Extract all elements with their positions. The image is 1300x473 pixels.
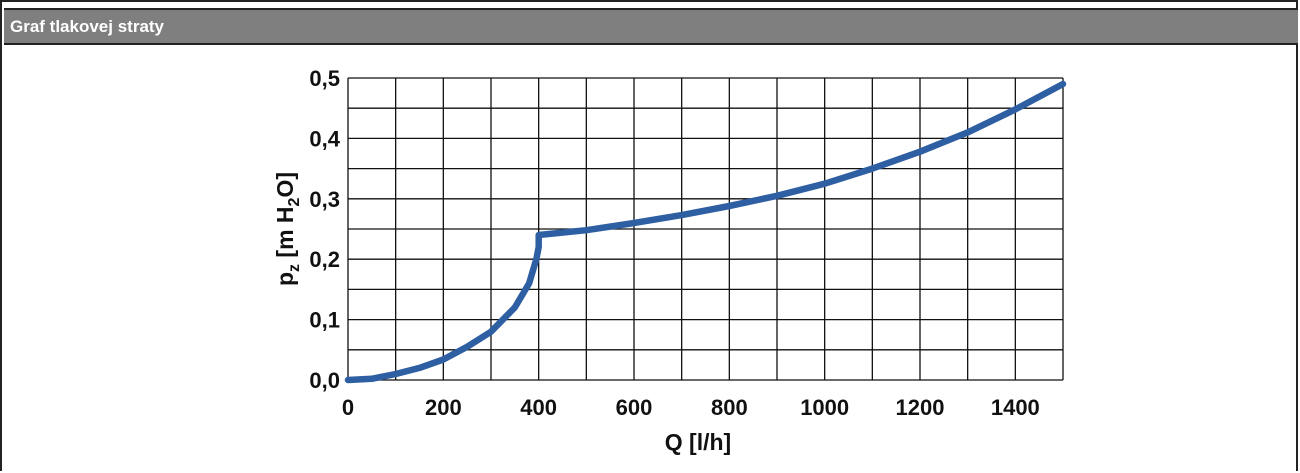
grid bbox=[347, 77, 1064, 381]
x-tick-label: 600 bbox=[616, 395, 653, 420]
x-tick-label: 0 bbox=[342, 395, 354, 420]
tick-labels: 0 200 400 600 800 1000 1200 1400 0,0 0,1 0,2 0,3 0,4… bbox=[309, 66, 1039, 420]
y-tick-label: 0,4 bbox=[309, 126, 340, 151]
y-tick-label: 0,3 bbox=[309, 187, 340, 212]
x-tick-label: 200 bbox=[425, 395, 462, 420]
x-tick-label: 800 bbox=[711, 395, 748, 420]
y-tick-label: 0,1 bbox=[309, 308, 340, 333]
panel-title: Graf tlakovej straty bbox=[10, 17, 165, 36]
x-tick-label: 1000 bbox=[800, 395, 849, 420]
y-tick-label: 0,2 bbox=[309, 247, 340, 272]
panel-header: Graf tlakovej straty bbox=[4, 8, 1298, 45]
y-tick-label: 0,0 bbox=[309, 368, 340, 393]
y-axis-title: pz [m H2O] bbox=[272, 172, 303, 286]
x-tick-label: 400 bbox=[520, 395, 557, 420]
x-tick-label: 1400 bbox=[991, 395, 1040, 420]
x-axis-title: Q [l/h] bbox=[665, 429, 731, 455]
x-tick-label: 1200 bbox=[896, 395, 945, 420]
series-layer bbox=[344, 80, 1067, 384]
series-line bbox=[344, 80, 1067, 384]
y-tick-label: 0,5 bbox=[309, 66, 340, 91]
